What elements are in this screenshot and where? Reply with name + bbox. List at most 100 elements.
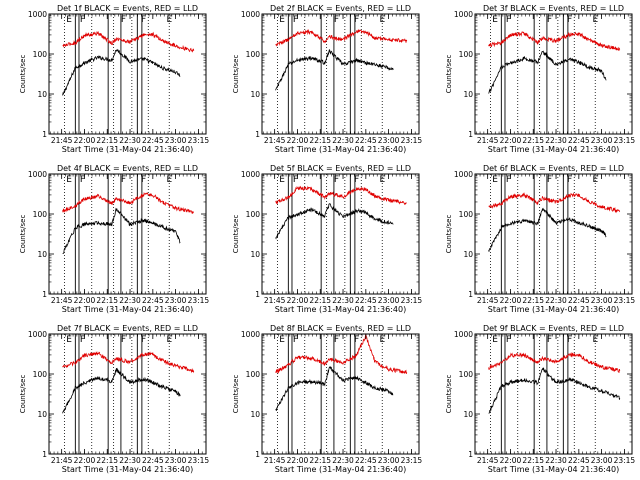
panel-title: Det 6f BLACK = Events, RED = LLD <box>483 164 624 173</box>
x-tick-label: 23:15 <box>614 456 636 465</box>
x-tick-label: 22:30 <box>119 456 141 465</box>
y-tick-label: 100 <box>246 370 261 379</box>
flag-label: F <box>141 15 146 25</box>
events-series-line <box>488 50 607 94</box>
x-tick-label: 22:00 <box>74 456 96 465</box>
x-tick-label: 22:45 <box>142 456 164 465</box>
flag-label: E <box>592 335 598 345</box>
x-axis-label: Start Time (31-May-04 21:36:40) <box>275 305 406 314</box>
y-tick-label: 1000 <box>454 170 473 179</box>
x-tick-label: 22:00 <box>500 456 522 465</box>
x-tick-label: 22:00 <box>287 456 309 465</box>
y-tick-label: 100 <box>246 210 261 219</box>
x-tick-label: 22:00 <box>74 296 96 305</box>
y-axis-label: Counts/sec <box>445 215 453 254</box>
events-series-line <box>275 203 394 240</box>
flag-label: F <box>141 335 146 345</box>
flag-label: F <box>506 15 511 25</box>
y-tick-label: 10 <box>37 250 47 259</box>
flag-label: F <box>121 15 126 25</box>
flag-label: F <box>80 15 85 25</box>
panel-title: Det 4f BLACK = Events, RED = LLD <box>57 164 198 173</box>
x-tick-label: 22:00 <box>287 136 309 145</box>
events-series-line <box>275 49 394 91</box>
x-tick-label: 22:15 <box>522 296 544 305</box>
y-tick-label: 1000 <box>241 10 260 19</box>
plot-frame <box>261 13 420 135</box>
x-tick-label: 22:15 <box>522 456 544 465</box>
y-tick-label: 10 <box>37 410 47 419</box>
x-tick-label: 23:00 <box>165 296 187 305</box>
lld-series-line <box>488 31 621 51</box>
flag-label: F <box>547 15 552 25</box>
y-axis-label: Counts/sec <box>232 375 240 414</box>
y-axis-label: Counts/sec <box>232 55 240 94</box>
y-tick-label: 1 <box>255 290 260 299</box>
flag-label: F <box>293 335 298 345</box>
flag-label: F <box>547 175 552 185</box>
flag-label: E <box>492 335 498 345</box>
y-tick-label: 1 <box>255 450 260 459</box>
x-axis-label: Start Time (31-May-04 21:36:40) <box>62 465 193 474</box>
lld-series-line <box>275 185 407 206</box>
flag-label: F <box>334 335 339 345</box>
x-tick-label: 21:45 <box>264 296 286 305</box>
y-axis-label: Counts/sec <box>445 55 453 94</box>
flag-label: F <box>293 15 298 25</box>
x-tick-label: 22:30 <box>119 136 141 145</box>
flag-label: E <box>379 175 385 185</box>
x-tick-label: 23:00 <box>378 136 400 145</box>
y-tick-label: 10 <box>250 250 260 259</box>
flag-label: F <box>141 175 146 185</box>
x-tick-label: 22:30 <box>332 136 354 145</box>
x-tick-label: 23:15 <box>188 136 210 145</box>
y-tick-label: 1 <box>42 130 47 139</box>
flag-label: F <box>334 15 339 25</box>
panel-title: Det 1f BLACK = Events, RED = LLD <box>57 4 198 13</box>
x-tick-label: 22:45 <box>355 136 377 145</box>
x-tick-label: 22:15 <box>96 296 118 305</box>
y-tick-label: 1000 <box>241 170 260 179</box>
plot-frame <box>48 333 207 455</box>
x-tick-label: 23:15 <box>614 296 636 305</box>
x-tick-label: 23:00 <box>165 136 187 145</box>
x-tick-label: 23:15 <box>614 136 636 145</box>
x-tick-label: 22:45 <box>568 136 590 145</box>
x-axis-label: Start Time (31-May-04 21:36:40) <box>488 465 619 474</box>
x-tick-label: 22:45 <box>142 136 164 145</box>
lld-series-line <box>62 350 195 374</box>
events-series-line <box>488 367 621 414</box>
flag-label: E <box>379 335 385 345</box>
plot-frame <box>474 333 633 455</box>
events-series-line <box>62 207 181 254</box>
flag-label: E <box>279 15 285 25</box>
y-tick-label: 1 <box>42 450 47 459</box>
panel-title: Det 5f BLACK = Events, RED = LLD <box>270 164 411 173</box>
y-tick-label: 100 <box>33 370 48 379</box>
x-axis-label: Start Time (31-May-04 21:36:40) <box>275 145 406 154</box>
flag-label: F <box>567 175 572 185</box>
flag-label: E <box>166 15 172 25</box>
lld-series-line <box>275 333 408 374</box>
plot-frame <box>261 333 420 455</box>
y-tick-label: 100 <box>33 50 48 59</box>
flag-label: F <box>121 175 126 185</box>
x-tick-label: 21:45 <box>264 456 286 465</box>
x-tick-label: 21:45 <box>477 136 499 145</box>
plot-frame <box>48 173 207 295</box>
flag-label: E <box>592 175 598 185</box>
y-axis-label: Counts/sec <box>445 375 453 414</box>
x-tick-label: 21:45 <box>51 296 73 305</box>
flag-label: E <box>592 15 598 25</box>
flag-label: F <box>567 15 572 25</box>
x-axis-label: Start Time (31-May-04 21:36:40) <box>62 145 193 154</box>
x-tick-label: 21:45 <box>51 456 73 465</box>
y-tick-label: 100 <box>459 50 474 59</box>
x-axis-label: Start Time (31-May-04 21:36:40) <box>275 465 406 474</box>
x-tick-label: 22:00 <box>287 296 309 305</box>
flag-label: E <box>279 175 285 185</box>
panel-title: Det 9f BLACK = Events, RED = LLD <box>483 324 624 333</box>
lld-series-line <box>488 352 621 374</box>
